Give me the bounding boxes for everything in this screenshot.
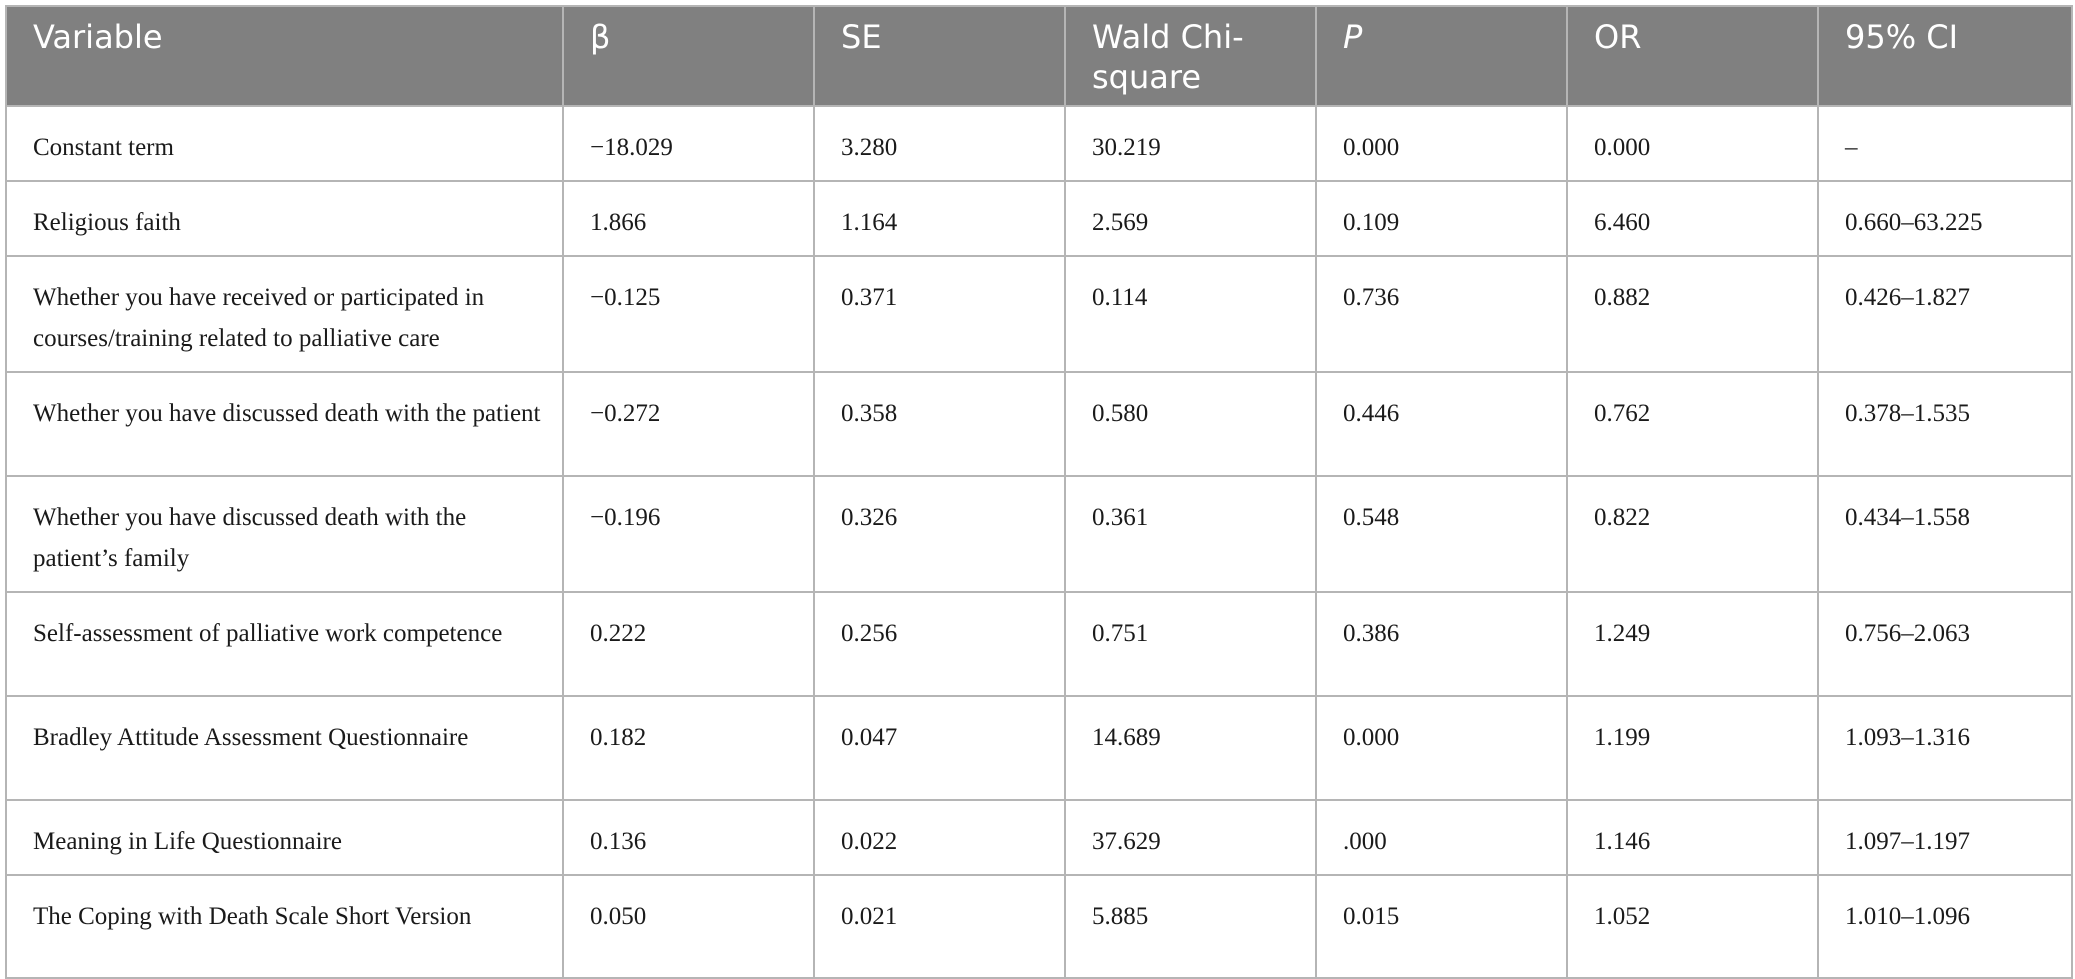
cell-or: 0.000	[1566, 105, 1819, 182]
cell-p: 0.015	[1315, 874, 1568, 979]
cell-beta: 0.050	[562, 874, 815, 979]
table-row: Whether you have discussed death with th…	[5, 475, 2073, 593]
cell-variable: Bradley Attitude Assessment Questionnair…	[5, 695, 564, 801]
regression-table: Variable β SE Wald Chi-square P OR 95% C…	[5, 5, 2073, 979]
cell-or: 0.882	[1566, 255, 1819, 373]
header-p: P	[1315, 5, 1568, 107]
header-se: SE	[813, 5, 1066, 107]
cell-ci: 1.010–1.096	[1817, 874, 2073, 979]
cell-wald: 0.361	[1064, 475, 1317, 593]
header-or: OR	[1566, 5, 1819, 107]
header-beta: β	[562, 5, 815, 107]
table-header: Variable β SE Wald Chi-square P OR 95% C…	[5, 5, 2073, 107]
cell-beta: −0.272	[562, 371, 815, 477]
cell-p: 0.736	[1315, 255, 1568, 373]
cell-variable: Religious faith	[5, 180, 564, 257]
cell-beta: −18.029	[562, 105, 815, 182]
cell-or: 1.199	[1566, 695, 1819, 801]
cell-se: 3.280	[813, 105, 1066, 182]
cell-se: 1.164	[813, 180, 1066, 257]
cell-wald: 0.580	[1064, 371, 1317, 477]
table-row: The Coping with Death Scale Short Versio…	[5, 874, 2073, 979]
cell-wald: 0.751	[1064, 591, 1317, 697]
cell-ci: 1.093–1.316	[1817, 695, 2073, 801]
cell-p: 0.000	[1315, 105, 1568, 182]
table-body: Constant term −18.029 3.280 30.219 0.000…	[5, 105, 2073, 979]
table-row: Constant term −18.029 3.280 30.219 0.000…	[5, 105, 2073, 182]
cell-or: 1.146	[1566, 799, 1819, 876]
cell-p: 0.548	[1315, 475, 1568, 593]
cell-beta: 0.136	[562, 799, 815, 876]
cell-variable: Whether you have discussed death with th…	[5, 371, 564, 477]
table-row: Whether you have discussed death with th…	[5, 371, 2073, 477]
cell-se: 0.047	[813, 695, 1066, 801]
cell-wald: 30.219	[1064, 105, 1317, 182]
cell-variable: Meaning in Life Questionnaire	[5, 799, 564, 876]
cell-wald: 5.885	[1064, 874, 1317, 979]
cell-or: 1.249	[1566, 591, 1819, 697]
cell-or: 1.052	[1566, 874, 1819, 979]
cell-ci: 0.426–1.827	[1817, 255, 2073, 373]
table-row: Meaning in Life Questionnaire 0.136 0.02…	[5, 799, 2073, 876]
cell-beta: −0.196	[562, 475, 815, 593]
cell-se: 0.326	[813, 475, 1066, 593]
cell-variable: Whether you have received or participate…	[5, 255, 564, 373]
cell-ci: 0.378–1.535	[1817, 371, 2073, 477]
cell-beta: 0.222	[562, 591, 815, 697]
cell-beta: −0.125	[562, 255, 815, 373]
cell-ci: 0.660–63.225	[1817, 180, 2073, 257]
cell-wald: 2.569	[1064, 180, 1317, 257]
header-wald-text: Wald Chi-square	[1092, 18, 1244, 96]
cell-or: 0.822	[1566, 475, 1819, 593]
cell-ci: 0.434–1.558	[1817, 475, 2073, 593]
cell-se: 0.022	[813, 799, 1066, 876]
cell-se: 0.358	[813, 371, 1066, 477]
header-row: Variable β SE Wald Chi-square P OR 95% C…	[5, 5, 2073, 107]
cell-p: 0.386	[1315, 591, 1568, 697]
cell-p: 0.446	[1315, 371, 1568, 477]
cell-ci: –	[1817, 105, 2073, 182]
cell-variable: The Coping with Death Scale Short Versio…	[5, 874, 564, 979]
cell-ci: 1.097–1.197	[1817, 799, 2073, 876]
cell-or: 0.762	[1566, 371, 1819, 477]
cell-se: 0.371	[813, 255, 1066, 373]
cell-variable: Self-assessment of palliative work compe…	[5, 591, 564, 697]
cell-wald: 37.629	[1064, 799, 1317, 876]
cell-variable: Constant term	[5, 105, 564, 182]
cell-wald: 14.689	[1064, 695, 1317, 801]
cell-beta: 0.182	[562, 695, 815, 801]
header-variable: Variable	[5, 5, 564, 107]
cell-se: 0.256	[813, 591, 1066, 697]
cell-or: 6.460	[1566, 180, 1819, 257]
cell-se: 0.021	[813, 874, 1066, 979]
table-row: Religious faith 1.866 1.164 2.569 0.109 …	[5, 180, 2073, 257]
cell-ci: 0.756–2.063	[1817, 591, 2073, 697]
table-row: Bradley Attitude Assessment Questionnair…	[5, 695, 2073, 801]
cell-p: .000	[1315, 799, 1568, 876]
cell-variable: Whether you have discussed death with th…	[5, 475, 564, 593]
header-95-ci: 95% CI	[1817, 5, 2073, 107]
header-wald-chi-square: Wald Chi-square	[1064, 5, 1317, 107]
cell-p: 0.000	[1315, 695, 1568, 801]
table-row: Whether you have received or participate…	[5, 255, 2073, 373]
cell-wald: 0.114	[1064, 255, 1317, 373]
cell-beta: 1.866	[562, 180, 815, 257]
cell-p: 0.109	[1315, 180, 1568, 257]
table-row: Self-assessment of palliative work compe…	[5, 591, 2073, 697]
